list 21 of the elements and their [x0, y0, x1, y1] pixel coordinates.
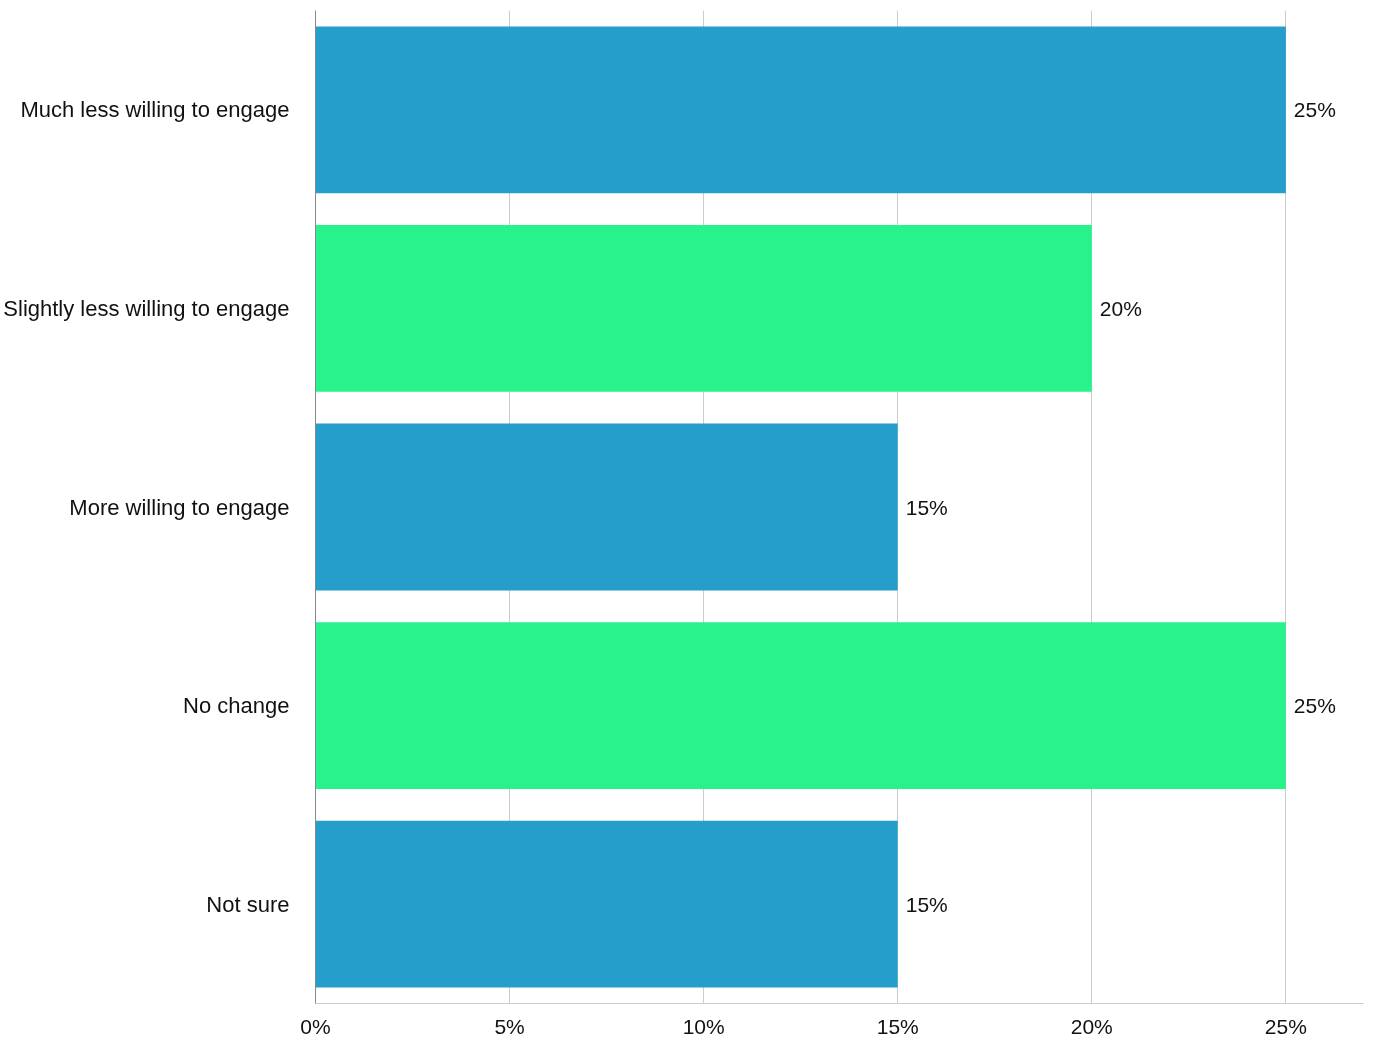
x-tick-label: 25%	[1264, 1014, 1307, 1038]
data-label: 20%	[1099, 296, 1142, 320]
y-tick-label: No change	[183, 693, 290, 719]
x-tick-label: 15%	[876, 1014, 919, 1038]
x-tick-label: 10%	[682, 1014, 725, 1038]
y-tick-label: Not sure	[206, 891, 290, 917]
data-label: 15%	[905, 892, 948, 916]
data-label: 15%	[905, 495, 948, 519]
data-label: 25%	[1293, 694, 1336, 718]
x-tick-label: 0%	[300, 1014, 331, 1038]
bar	[315, 423, 898, 591]
bar	[315, 622, 1286, 790]
bar	[315, 820, 898, 988]
x-tick-label: 5%	[494, 1014, 525, 1038]
y-tick-label: More willing to engage	[69, 494, 290, 520]
x-tick-label: 20%	[1070, 1014, 1113, 1038]
data-label: 25%	[1293, 98, 1336, 122]
y-tick-label: Slightly less willing to engage	[3, 295, 290, 321]
bar	[315, 26, 1286, 194]
y-tick-label: Much less willing to engage	[20, 97, 290, 123]
bar	[315, 224, 1092, 392]
